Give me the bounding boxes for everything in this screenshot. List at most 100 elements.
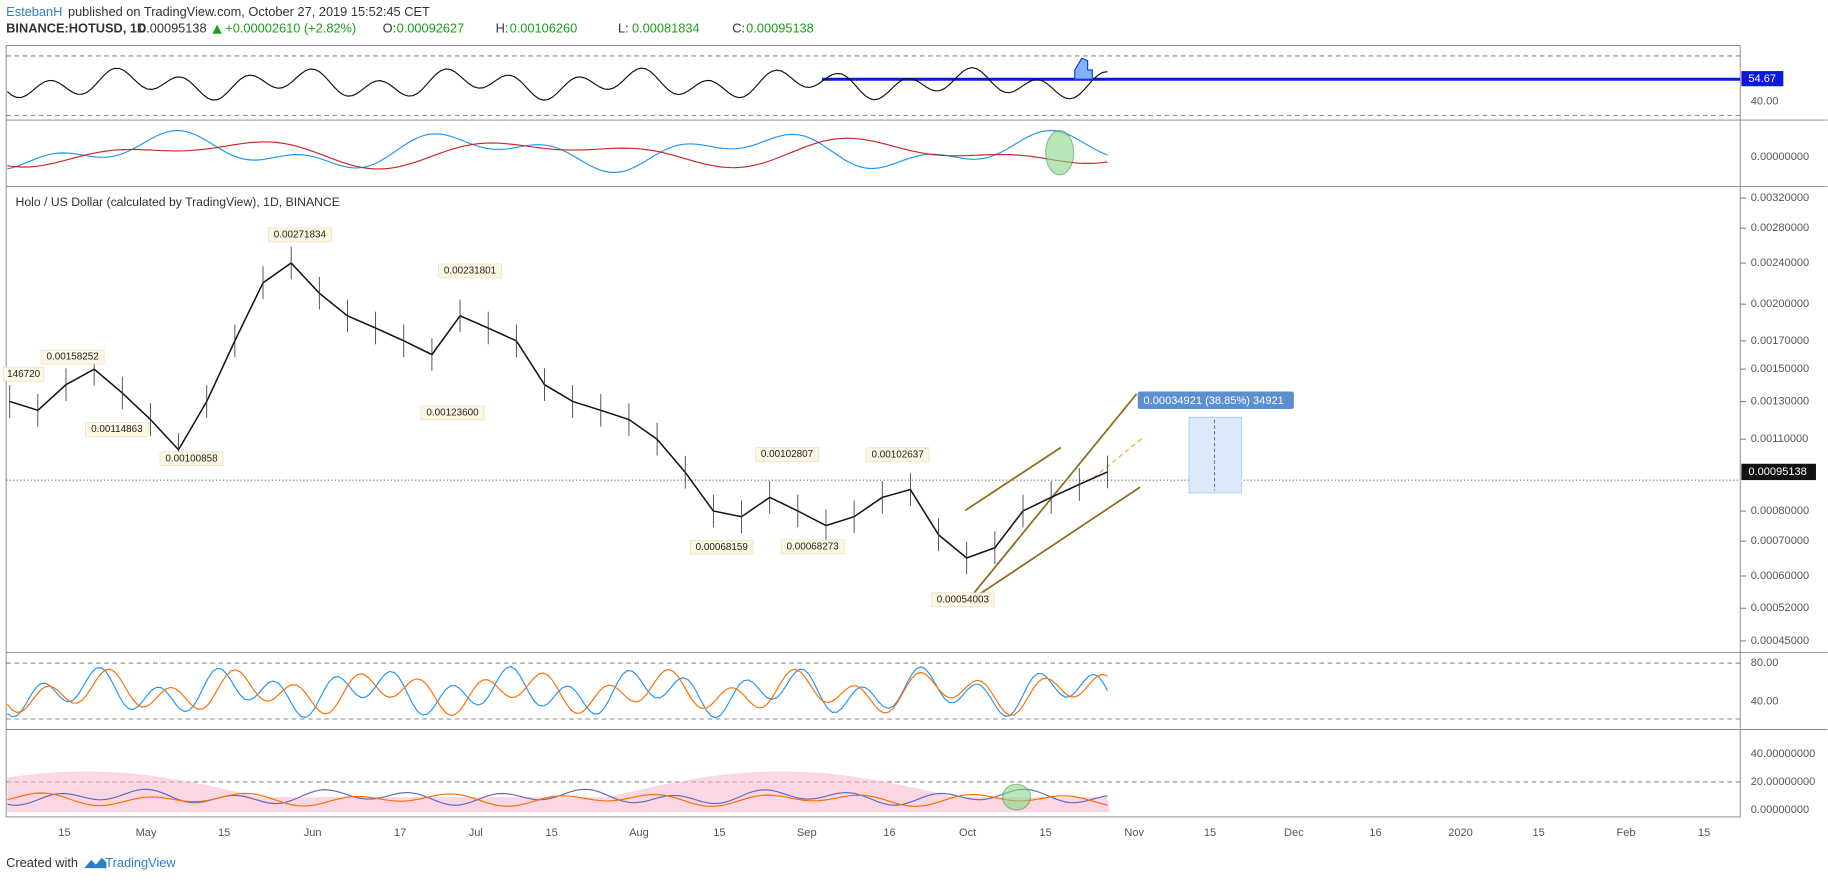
change: +0.00002610 (+2.82%) bbox=[225, 21, 356, 36]
di-minus bbox=[7, 792, 1108, 808]
price-tick-label: 0.00052000 bbox=[1751, 602, 1809, 614]
annotation: 0.00231801 bbox=[444, 266, 497, 277]
macd-line bbox=[7, 129, 1108, 174]
last-price: 0.00095138 bbox=[139, 21, 207, 36]
time-label: Aug bbox=[629, 827, 649, 839]
price-tick-label: 0.00110000 bbox=[1751, 433, 1809, 445]
time-label: Sep bbox=[797, 827, 817, 839]
rsi-tag: 54.67 bbox=[1748, 73, 1776, 85]
annotation-bg bbox=[689, 539, 754, 555]
ohlc: O: 0.00092627 H: 0.00106260 L: 0.00081834 C: 0.… bbox=[383, 21, 814, 36]
time-label: 15 bbox=[1204, 827, 1216, 839]
stoch-d bbox=[6, 668, 1108, 716]
ohlc-value: 0.00081834 bbox=[632, 21, 700, 36]
up-arrow bbox=[212, 24, 222, 34]
annotation: 0.00068273 bbox=[786, 541, 839, 552]
time-label: Feb bbox=[1616, 827, 1635, 839]
stoch-k bbox=[7, 666, 1108, 719]
macd-tick: 0.00000000 bbox=[1751, 151, 1809, 163]
symbol: BINANCE:HOTUSD, 1D bbox=[6, 21, 146, 36]
ohlc-label: H: bbox=[496, 21, 509, 36]
price-tick-label: 0.00320000 bbox=[1751, 192, 1809, 204]
rsi-tick: 40.00 bbox=[1751, 95, 1779, 107]
price-tick-label: 0.00060000 bbox=[1751, 570, 1809, 582]
annotation-bg bbox=[420, 405, 485, 421]
thumb-icon bbox=[1074, 57, 1093, 80]
signal-line bbox=[7, 137, 1108, 170]
time-label: Dec bbox=[1284, 827, 1304, 839]
ohlc-value: 0.00095138 bbox=[746, 21, 814, 36]
price-tick-label: 0.00240000 bbox=[1751, 257, 1809, 269]
channel-upper-2 bbox=[964, 446, 1062, 512]
annotation-bg bbox=[40, 349, 105, 365]
annotation-bg bbox=[438, 263, 502, 279]
annotation: 0.00100858 bbox=[165, 453, 218, 464]
annotation: 0.00114863 bbox=[91, 424, 143, 435]
channel-mid bbox=[1093, 437, 1143, 479]
ohlc-label: O: bbox=[383, 21, 397, 36]
price-tick-label: 0.00080000 bbox=[1751, 505, 1809, 517]
time-label: 2020 bbox=[1448, 827, 1473, 839]
time-label: 17 bbox=[394, 827, 406, 839]
price-tick-label: 0.00130000 bbox=[1751, 395, 1809, 407]
adx-tick: 0.00000000 bbox=[1751, 804, 1809, 816]
annotation-bg bbox=[931, 592, 995, 608]
annotation-bg bbox=[3, 366, 45, 382]
price-line bbox=[9, 262, 1108, 559]
ohlc-value: 0.00106260 bbox=[510, 21, 578, 36]
annotation: 0.00054003 bbox=[937, 594, 990, 605]
ohlc-value: 0.00092627 bbox=[397, 21, 465, 36]
ohlc-label: L: bbox=[618, 21, 629, 36]
ohlc-label: C: bbox=[732, 21, 745, 36]
annotation-bg bbox=[780, 539, 845, 555]
stoch-tick: 80.00 bbox=[1751, 657, 1779, 669]
measure-label-bg bbox=[1137, 391, 1294, 410]
main-title: Holo / US Dollar (calculated by TradingV… bbox=[16, 195, 340, 209]
time-label: 15 bbox=[713, 827, 725, 839]
highlight bbox=[1001, 783, 1032, 811]
time-label: 15 bbox=[58, 827, 70, 839]
price-tick-label: 0.00170000 bbox=[1751, 335, 1809, 347]
time-label: Oct bbox=[959, 827, 976, 839]
annotation-bg bbox=[159, 451, 224, 467]
rsi-line bbox=[6, 66, 1108, 101]
price-tick-label: 0.00045000 bbox=[1751, 635, 1809, 647]
logo bbox=[84, 857, 107, 869]
annotation-bg bbox=[755, 447, 819, 462]
time-label: 16 bbox=[1369, 827, 1381, 839]
adx-tick: 20.00000000 bbox=[1751, 776, 1816, 788]
channel-lower bbox=[964, 486, 1141, 605]
footer-created: Created with bbox=[6, 855, 78, 870]
time-label: 15 bbox=[1532, 827, 1544, 839]
author[interactable]: EstebanH bbox=[6, 4, 62, 19]
price-tick-label: 0.00280000 bbox=[1751, 222, 1809, 234]
measure-box bbox=[1188, 416, 1242, 494]
time-label: 15 bbox=[1040, 827, 1052, 839]
price-tick-label: 0.00150000 bbox=[1751, 363, 1809, 375]
annotation-bg bbox=[268, 227, 332, 243]
annotation: 0.00102637 bbox=[872, 449, 924, 460]
annotation: 0.00158252 bbox=[46, 352, 98, 363]
published: published on TradingView.com, October 27… bbox=[68, 4, 430, 19]
time-label: Nov bbox=[1124, 827, 1144, 839]
time-label: Jun bbox=[304, 827, 322, 839]
price-tick-label: 0.00200000 bbox=[1751, 298, 1809, 310]
footer-brand[interactable]: TradingView bbox=[105, 855, 176, 870]
plot-frame bbox=[5, 44, 1741, 818]
adx-tick: 40.00000000 bbox=[1751, 748, 1816, 760]
current-price-label: 0.00095138 bbox=[1748, 466, 1806, 478]
time-label: 15 bbox=[1698, 827, 1710, 839]
annotation: 0.00123600 bbox=[426, 407, 479, 418]
annotation-bg bbox=[865, 447, 930, 463]
annotation: 0.00271834 bbox=[274, 230, 327, 241]
time-label: 15 bbox=[545, 827, 557, 839]
measure-label: 0.00034921 (38.85%) 34921 bbox=[1144, 395, 1284, 407]
annotation: 0.00102807 bbox=[761, 449, 813, 460]
highlight bbox=[1045, 129, 1075, 176]
price-tick-label: 0.00070000 bbox=[1751, 535, 1809, 547]
time-label: 15 bbox=[218, 827, 230, 839]
time-label: May bbox=[136, 827, 157, 839]
